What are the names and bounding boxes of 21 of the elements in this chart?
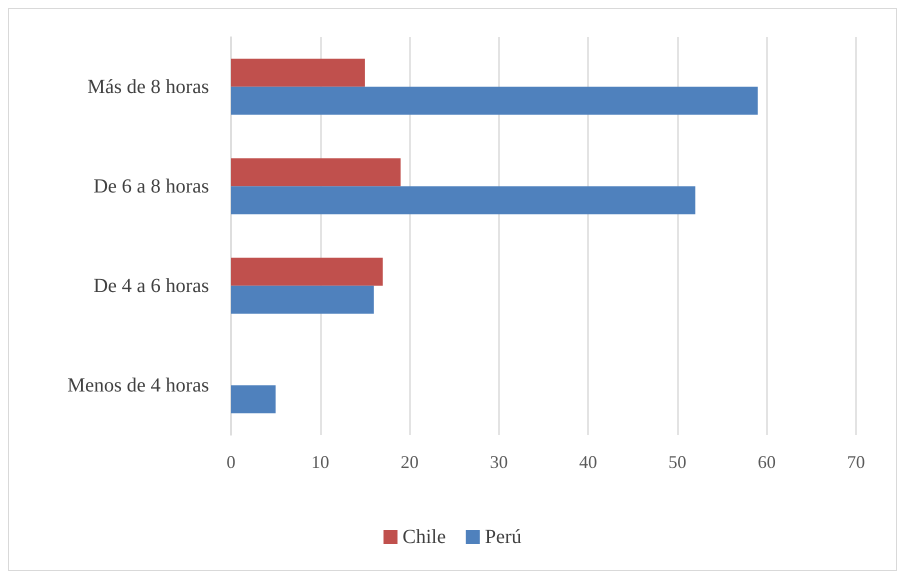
bar [231, 86, 758, 115]
x-tick-label: 10 [311, 452, 330, 472]
bar [231, 385, 276, 414]
x-tick-label: 60 [758, 452, 776, 472]
bar [231, 58, 365, 87]
x-tick-label: 50 [668, 452, 686, 472]
bar [231, 186, 696, 214]
y-tick-label: Menos de 4 horas [67, 374, 210, 396]
x-tick-label: 40 [579, 452, 598, 472]
legend-label: Perú [484, 526, 522, 548]
y-tick-label: De 4 a 6 horas [93, 274, 210, 297]
y-tick-label: De 6 a 8 horas [93, 175, 210, 198]
x-tick-label: 70 [847, 452, 865, 472]
x-tick-label: 30 [490, 452, 508, 472]
x-tick-label: 0 [226, 452, 236, 472]
bar [231, 258, 383, 286]
bar [231, 286, 374, 314]
bar [231, 158, 401, 186]
legend-label: Chile [402, 526, 446, 548]
y-tick-label: Más de 8 horas [87, 76, 210, 98]
x-tick-label: 20 [400, 452, 419, 472]
